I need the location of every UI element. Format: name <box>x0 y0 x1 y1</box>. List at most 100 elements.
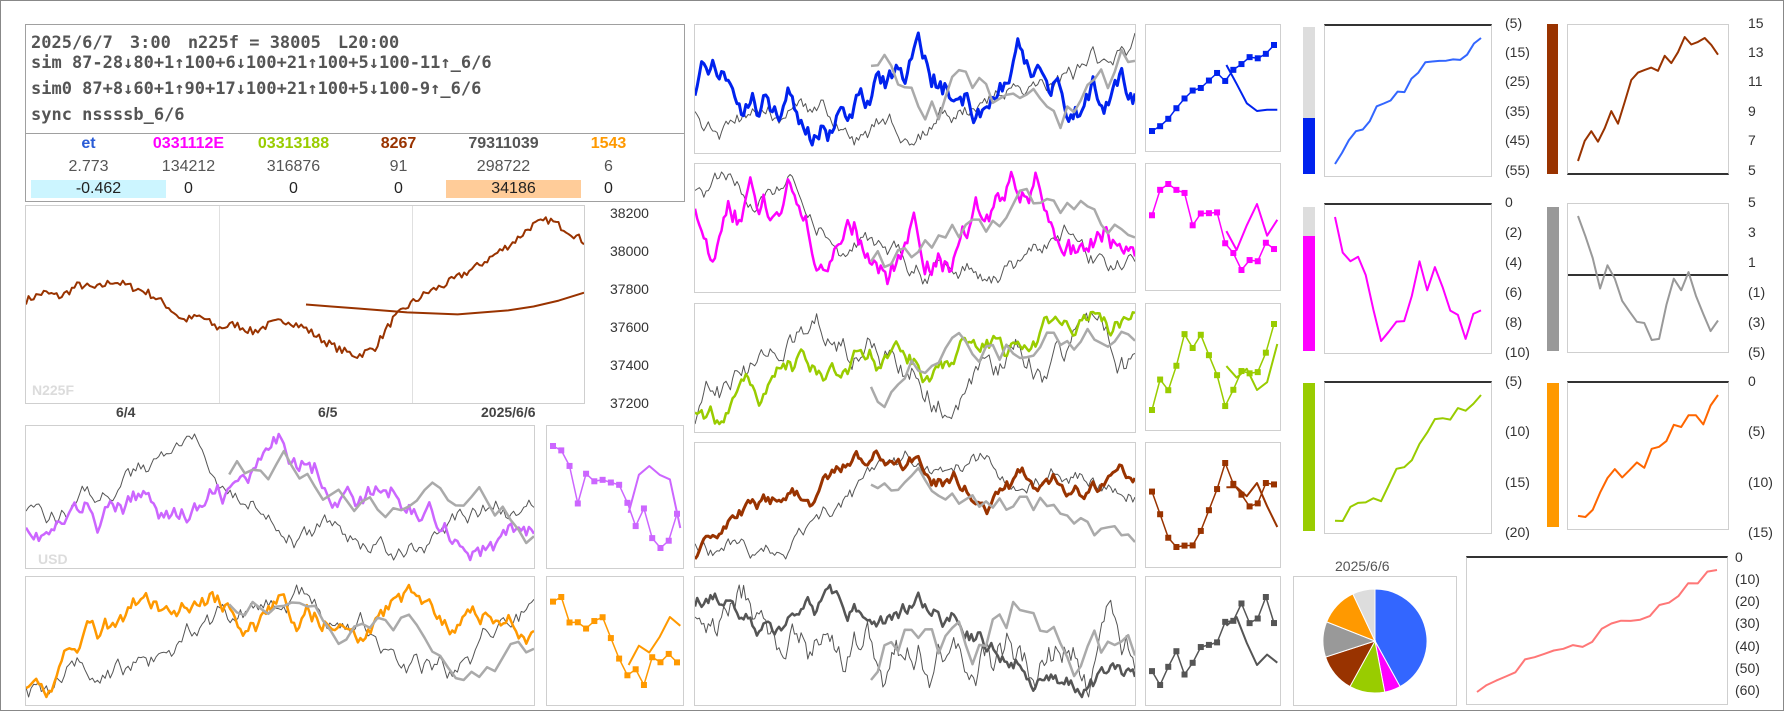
axis-tick: (50) <box>1735 660 1760 676</box>
mini-point <box>1181 189 1188 196</box>
magenta-level-chart <box>1324 203 1492 354</box>
mini-point <box>624 672 631 679</box>
compare-line <box>695 311 1135 425</box>
table-cell: 34186 <box>446 180 581 198</box>
mini-point <box>1262 480 1269 487</box>
mini-point <box>1238 61 1245 68</box>
mini-point <box>566 619 573 626</box>
mini-point <box>640 682 647 688</box>
pink-level-chart <box>1466 556 1728 705</box>
table-cell: 0 <box>394 180 403 197</box>
series-line <box>695 310 1135 426</box>
mini-point <box>583 470 590 477</box>
mini-point <box>640 505 647 512</box>
axis-tick: 0 <box>1735 549 1743 565</box>
mini-point <box>1230 386 1237 393</box>
mini-point <box>566 462 573 469</box>
mini-point <box>1271 620 1277 627</box>
mini-point <box>1254 258 1261 265</box>
level-line <box>1334 216 1482 342</box>
orange-mini-chart <box>546 576 684 706</box>
level-line <box>1334 394 1482 522</box>
table-cell: 316876 <box>266 158 321 175</box>
mini-point <box>1205 507 1212 514</box>
mini-point <box>1149 128 1155 134</box>
axis-tick: (15) <box>1505 44 1530 60</box>
mini-point <box>632 523 639 530</box>
compare-line <box>26 584 534 698</box>
mini-point <box>558 594 565 600</box>
mini-point <box>558 447 565 454</box>
mini-point <box>574 500 581 507</box>
blue-level-plot <box>1334 37 1482 165</box>
axis-tick: (1) <box>1748 284 1766 300</box>
info-line-1: 2025/6/7 3:00 n225f = 38005 L20:00 <box>31 33 400 53</box>
mini-point <box>1222 77 1229 84</box>
mini-point <box>1230 66 1237 73</box>
pie-panel <box>1293 576 1457 706</box>
table-header: 8267 <box>380 135 417 152</box>
mini-point <box>1149 488 1155 495</box>
level-line <box>1577 215 1719 341</box>
gray-mini-plot <box>1149 594 1278 688</box>
axis-tick: (10) <box>1505 344 1530 360</box>
axis-tick: 5 <box>1748 162 1756 178</box>
mini-point <box>1246 620 1253 627</box>
mini-point <box>1157 186 1164 193</box>
mini-point <box>1238 600 1245 607</box>
info-divider <box>26 133 684 134</box>
usd-chart: USD <box>25 425 535 569</box>
mini-point <box>1165 181 1172 187</box>
y-tick-label: 37800 <box>610 281 649 297</box>
compare-line <box>695 450 1135 560</box>
axis-tick: 7 <box>1748 132 1756 148</box>
moving-average-line <box>228 449 534 545</box>
table-cell: -0.462 <box>31 180 166 198</box>
table-header: et <box>81 135 96 152</box>
moving-average-line <box>870 466 1135 543</box>
magenta-level-plot <box>1334 216 1482 342</box>
axis-tick: (5) <box>1748 344 1766 360</box>
blue-chart <box>694 24 1136 154</box>
mini-point <box>1230 480 1237 487</box>
n225f-line <box>26 216 584 359</box>
blue-mini-plot <box>1149 42 1278 134</box>
mini-point <box>1173 362 1180 369</box>
table-header: 79311039 <box>468 135 539 152</box>
mini-point <box>1246 54 1253 61</box>
mini-point <box>632 666 639 673</box>
axis-tick: (10) <box>1505 423 1530 439</box>
n225f-ma-line <box>305 291 584 316</box>
gray-bar <box>1547 207 1559 351</box>
mini-point <box>1205 352 1212 359</box>
axis-tick: (10) <box>1735 571 1760 587</box>
mini-point <box>657 659 664 666</box>
series-line <box>695 31 1135 147</box>
mini-point <box>649 535 656 542</box>
mini-point <box>1246 257 1253 264</box>
compare-line <box>695 171 1135 285</box>
pie-title-label: 2025/6/6 <box>1335 558 1390 574</box>
mini-point <box>1222 240 1229 247</box>
mini-line <box>1151 323 1275 411</box>
x-tick-label: 6/5 <box>318 404 338 420</box>
level-line <box>1577 394 1719 518</box>
table-header: 03313188 <box>257 135 330 152</box>
mini-point <box>1173 544 1180 550</box>
mini-point <box>1165 534 1172 541</box>
brown-mini-chart <box>1145 442 1281 568</box>
y-tick-label: 37200 <box>610 395 649 411</box>
mini-point <box>1157 123 1164 130</box>
brown-plot <box>695 449 1135 560</box>
mini-point <box>1205 210 1212 217</box>
mini-trend-line <box>627 465 682 529</box>
mini-trend-line <box>627 616 681 666</box>
mini-point <box>1197 210 1204 217</box>
axis-tick: (60) <box>1735 682 1760 698</box>
mini-point <box>1189 659 1196 666</box>
axis-tick: (2) <box>1505 224 1523 240</box>
mini-point <box>1157 376 1164 383</box>
brown-mini-plot <box>1149 460 1279 550</box>
axis-tick: (25) <box>1505 73 1530 89</box>
mini-point <box>1238 491 1245 498</box>
